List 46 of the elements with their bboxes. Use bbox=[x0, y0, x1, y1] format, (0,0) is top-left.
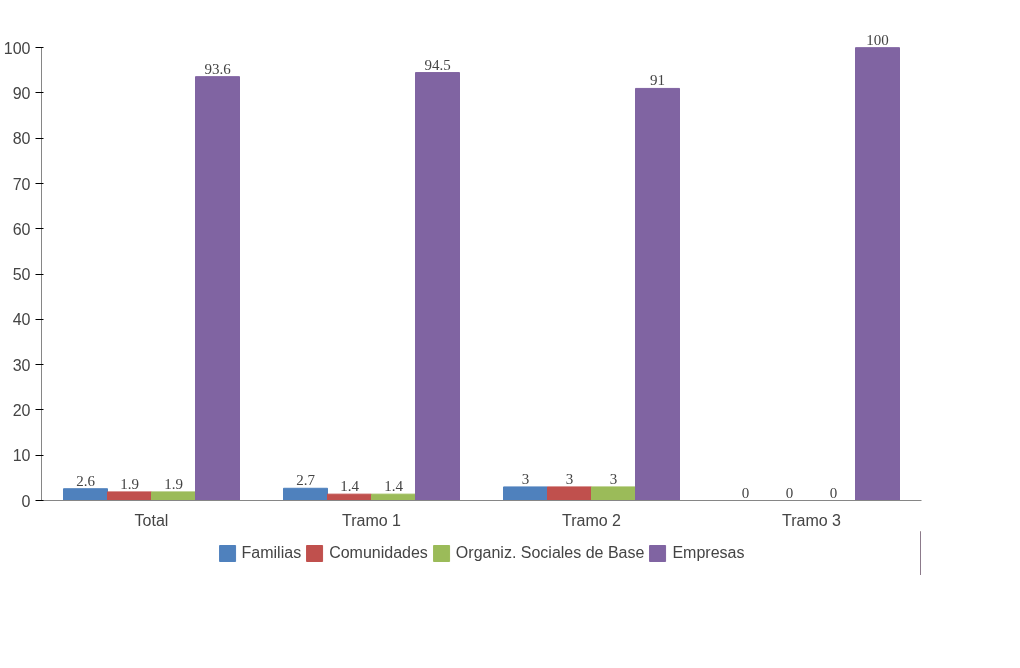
y-tick-label: 20 bbox=[12, 401, 31, 419]
y-tick-label: 70 bbox=[12, 175, 31, 193]
data-label: 91 bbox=[650, 72, 665, 89]
bar bbox=[195, 76, 240, 501]
data-label: 93.6 bbox=[204, 60, 232, 77]
bar bbox=[151, 491, 196, 501]
data-label: 1.9 bbox=[164, 475, 183, 492]
data-label: 0 bbox=[785, 484, 794, 501]
data-label: 1.4 bbox=[384, 478, 404, 495]
bar bbox=[635, 87, 680, 501]
data-label: 2.6 bbox=[76, 472, 96, 489]
data-label: 3 bbox=[521, 470, 530, 487]
x-tick-label: Tramo 1 bbox=[342, 511, 402, 529]
data-label: 100 bbox=[866, 31, 889, 48]
y-tick-label: 90 bbox=[12, 84, 31, 102]
y-tick-label: 50 bbox=[12, 266, 31, 284]
data-label: 3 bbox=[565, 470, 574, 487]
bar bbox=[107, 491, 152, 501]
bar bbox=[591, 486, 636, 501]
legend-label: Comunidades bbox=[329, 544, 428, 562]
bar bbox=[855, 47, 900, 501]
y-tick-label: 10 bbox=[12, 447, 31, 465]
bar bbox=[503, 486, 548, 501]
legend-label: Organiz. Sociales de Base bbox=[455, 544, 645, 562]
data-label: 0 bbox=[741, 484, 750, 501]
bar bbox=[63, 488, 108, 501]
data-label: 0 bbox=[829, 484, 838, 501]
bar bbox=[415, 72, 460, 501]
y-tick-label: 100 bbox=[3, 39, 31, 57]
y-tick-label: 0 bbox=[21, 492, 31, 510]
legend-label: Familias bbox=[241, 544, 302, 562]
legend-label: Empresas bbox=[672, 544, 745, 562]
data-label: 2.7 bbox=[296, 472, 316, 489]
bar bbox=[283, 487, 328, 501]
x-tick-label: Tramo 2 bbox=[562, 511, 622, 529]
data-label: 3 bbox=[609, 470, 618, 487]
data-label: 1.9 bbox=[120, 475, 139, 492]
y-tick-label: 40 bbox=[12, 311, 31, 329]
y-tick-label: 60 bbox=[12, 220, 31, 238]
data-label: 1.4 bbox=[340, 478, 360, 495]
data-label: 94.5 bbox=[424, 56, 451, 73]
y-tick-label: 30 bbox=[12, 356, 31, 374]
y-tick-label: 80 bbox=[12, 130, 31, 148]
bar bbox=[547, 486, 592, 501]
x-tick-label: Tramo 3 bbox=[782, 511, 842, 529]
x-tick-label: Total bbox=[134, 511, 169, 529]
